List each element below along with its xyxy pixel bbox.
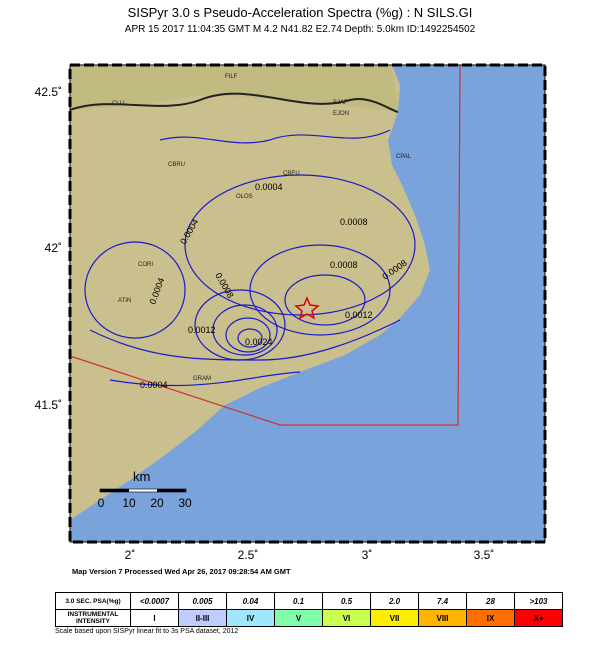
contour-label: 0.0024 (245, 337, 273, 347)
place-label: SJAF (333, 100, 348, 106)
lat-label: 42˚ (45, 241, 62, 255)
intensity-class: VII (370, 609, 419, 627)
border (70, 92, 399, 113)
intensity-class: I (130, 609, 179, 627)
title: SISPyr 3.0 s Pseudo-Acceleration Spectra… (128, 5, 473, 20)
intensity-class: VI (322, 609, 371, 627)
map-frame-line (69, 64, 546, 543)
psa-value: 0.04 (226, 592, 275, 610)
psa-value: 7.4 (418, 592, 467, 610)
psa-value: 0.5 (322, 592, 371, 610)
place-label: OLOS (236, 194, 253, 200)
mountains (70, 65, 398, 112)
place-label: CLLI (112, 101, 125, 107)
scale-note: Scale based upon SISPyr linear fit to 3s… (55, 628, 239, 635)
lat-label: 42.5˚ (35, 85, 62, 99)
legend-header: INSTRUMENTAL INTENSITY (55, 609, 131, 627)
lon-label: 2˚ (125, 548, 136, 562)
intensity-class: IV (226, 609, 275, 627)
place-labels: FILF CLLI SJAF EJON CBRU CPAL CBEU OLOS … (112, 74, 412, 382)
scale-label: 30 (178, 496, 192, 510)
intensity-class: X+ (514, 609, 563, 627)
scale-label: 0 (98, 496, 105, 510)
contour-label: 0.0004 (140, 380, 168, 390)
epicenter (294, 296, 320, 320)
contour-label: 0.0012 (188, 325, 216, 335)
contours (84, 129, 416, 387)
footer: Map Version 7 Processed Wed Apr 26, 2017… (72, 567, 291, 576)
place-label: CBRU (168, 162, 185, 168)
place-label: CORI (138, 262, 153, 268)
scale-unit: km (133, 469, 150, 484)
psa-value: 0.005 (178, 592, 227, 610)
scale-label: 10 (122, 496, 136, 510)
psa-value: >103 (514, 592, 563, 610)
intensity-class: IX (466, 609, 515, 627)
place-label: GRAM (193, 376, 211, 382)
lon-label: 2.5˚ (238, 548, 259, 562)
psa-value: 28 (466, 592, 515, 610)
place-label: FILF (225, 74, 238, 80)
place-label: CBEU (283, 171, 300, 177)
contour-label: 0.0012 (345, 310, 373, 320)
place-label: ATIN (118, 298, 131, 304)
intensity-class: II-III (178, 609, 227, 627)
lon-label: 3.5˚ (474, 548, 495, 562)
map-figure: SISPyr 3.0 s Pseudo-Acceleration Spectra… (35, 5, 547, 576)
lat-label: 41.5˚ (35, 398, 62, 412)
lon-label: 3˚ (362, 548, 373, 562)
contour-label: 0.0008 (340, 217, 368, 227)
scale-label: 20 (150, 496, 164, 510)
scale-bar: km 0 10 20 30 (98, 469, 192, 510)
region-boundary (70, 65, 461, 426)
map-area: 0.0004 0.0004 0.0004 0.0004 0.0008 0.000… (70, 65, 545, 542)
psa-value: 2.0 (370, 592, 419, 610)
legend-header: 3.0 SEC. PSA(%g) (55, 592, 131, 610)
contour-label: 0.0004 (255, 182, 283, 192)
subtitle: APR 15 2017 11:04:35 GMT M 4.2 N41.82 E2… (125, 24, 476, 35)
psa-value: 0.1 (274, 592, 323, 610)
psa-value: <0.0007 (130, 592, 179, 610)
place-label: EJON (333, 111, 349, 117)
intensity-class: V (274, 609, 323, 627)
contour-label: 0.0008 (330, 260, 358, 270)
intensity-legend: 3.0 SEC. PSA(%g) <0.0007 0.005 0.04 0.1 0.5 2.… (55, 592, 563, 627)
place-label: CPAL (396, 154, 412, 160)
intensity-class: VIII (418, 609, 467, 627)
